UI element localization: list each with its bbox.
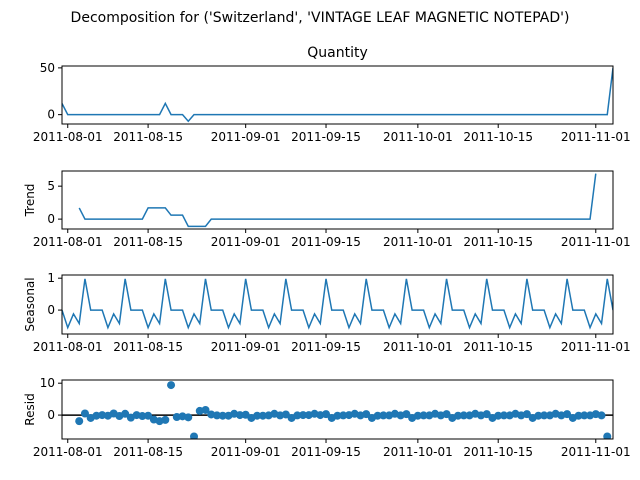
resid-point [184,413,193,422]
resid-point [597,411,606,420]
resid-point [121,409,130,418]
resid-point [442,410,451,419]
y-tick-label: 1 [47,271,55,285]
resid-point [522,410,531,419]
x-tick-label: 2011-11-01 [561,235,631,249]
resid-point [494,411,503,420]
resid-point [373,411,382,420]
resid-point [482,410,491,419]
resid-point [540,411,549,420]
x-tick-label: 2011-08-15 [113,445,183,459]
resid-point [574,411,583,420]
resid-point [281,410,290,419]
x-tick-label: 2011-08-01 [33,340,103,354]
resid-point [299,411,308,420]
y-tick-label: 0 [47,108,55,122]
y-tick-label: 50 [40,61,55,75]
panel-data-area [62,381,613,439]
x-tick-label: 2011-08-15 [113,130,183,144]
y-tick-label: 0 [47,212,55,226]
resid-point [499,411,508,420]
x-tick-label: 2011-09-15 [291,130,361,144]
x-tick-label: 2011-10-01 [383,445,453,459]
axes-frame-trend [61,170,614,230]
panel-quantity: 0 50 2011-08-01 2011-08-15 2011-09-01 2011-09… [33,45,631,144]
resid-point [75,417,84,426]
resid-point [322,410,331,419]
y-tick-label: 5 [47,179,55,193]
panel-data-area [62,278,613,330]
figure-suptitle: Decomposition for ('Switzerland', 'VINTA… [71,10,570,26]
axes-frame-resid [61,379,614,440]
resid-point [201,405,210,414]
x-tick-label: 2011-11-01 [561,445,631,459]
resid-point [293,411,302,420]
y-tick-label: 0 [47,408,55,422]
resid-point [258,411,267,420]
y-axis-label: Trend [23,184,37,218]
x-tick-label: 2011-10-01 [383,340,453,354]
resid-point [218,411,227,420]
resid-point [459,411,468,420]
y-tick-label: 0 [47,303,55,317]
series-line-quantity [62,67,613,123]
resid-point [167,381,176,390]
axes-frame-seasonal [61,274,614,335]
panel-trend: 0 5 2011-08-01 2011-08-15 2011-09-01 2011-09-… [23,170,631,249]
x-tick-label: 2011-09-01 [211,340,281,354]
series-line-seasonal [62,278,613,330]
x-tick-label: 2011-08-01 [33,445,103,459]
panel-title: Quantity [307,45,368,61]
x-tick-label: 2011-09-01 [211,445,281,459]
resid-point [190,432,199,439]
resid-point [253,411,262,420]
panel-data-area [62,67,613,123]
x-tick-label: 2011-10-15 [463,130,533,144]
panel-seasonal: 0 1 2011-08-01 2011-08-15 2011-09-01 2011-09-… [23,271,631,354]
panel-data-area [78,173,597,228]
series-line-trend [78,173,597,228]
resid-point [80,409,89,418]
x-tick-label: 2011-09-15 [291,445,361,459]
x-tick-label: 2011-09-15 [291,340,361,354]
x-tick-label: 2011-11-01 [561,130,631,144]
x-tick-label: 2011-10-01 [383,235,453,249]
resid-point [580,411,589,420]
x-tick-label: 2011-10-15 [463,235,533,249]
x-tick-label: 2011-09-15 [291,235,361,249]
y-axis-label: Resid [23,393,37,425]
y-tick-label: 10 [40,376,55,390]
resid-point [138,412,147,421]
x-tick-label: 2011-10-15 [463,445,533,459]
x-tick-label: 2011-09-01 [211,235,281,249]
x-tick-label: 2011-08-15 [113,235,183,249]
y-axis-label: Seasonal [23,277,37,331]
resid-point [534,411,543,420]
resid-point [144,411,153,420]
resid-point [402,410,411,419]
resid-point [362,410,371,419]
resid-point [161,415,170,424]
resid-point [413,411,422,420]
resid-point [339,411,348,420]
resid-point [212,411,221,420]
x-tick-label: 2011-08-15 [113,340,183,354]
resid-point [419,411,428,420]
resid-point [379,411,388,420]
x-tick-label: 2011-08-01 [33,130,103,144]
x-tick-label: 2011-10-01 [383,130,453,144]
resid-point [235,411,244,420]
axes-frame-quantity [61,65,614,125]
x-tick-label: 2011-08-01 [33,235,103,249]
resid-point [603,432,612,439]
resid-point [563,410,572,419]
panel-resid: 0 10 2011-08-01 2011-08-15 2011-09-01 2011-09… [23,376,631,459]
resid-point [333,411,342,420]
x-tick-label: 2011-11-01 [561,340,631,354]
x-tick-label: 2011-10-15 [463,340,533,354]
resid-point [454,411,463,420]
x-tick-label: 2011-09-01 [211,130,281,144]
